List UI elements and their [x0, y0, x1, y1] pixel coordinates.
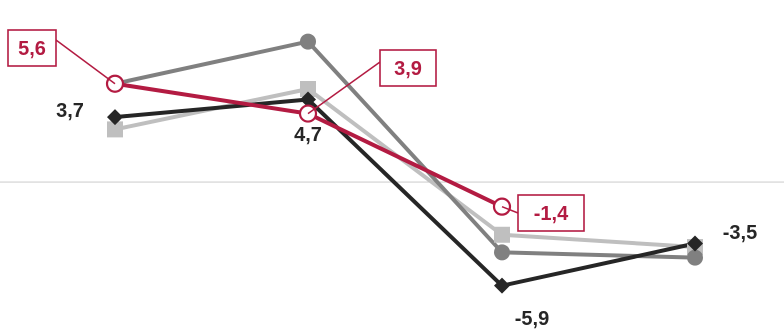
series-line-black	[113, 97, 697, 288]
series-line-dark-gray	[113, 39, 697, 260]
callout-box-red-2	[517, 194, 585, 232]
data-label-black-0: 3,7	[56, 100, 84, 122]
callout-box-red-1	[379, 49, 437, 87]
point-light-gray-1	[300, 81, 316, 97]
point-dark-gray-3	[687, 249, 703, 266]
series-line-light-gray	[113, 87, 697, 249]
data-label-black-1: 4,7	[294, 124, 322, 146]
callout-box-red-0	[7, 29, 57, 67]
point-light-gray-2	[494, 226, 510, 243]
data-label-red-2: -1,4	[534, 203, 569, 225]
data-label-red-0: 5,6	[18, 38, 46, 60]
point-black-2	[494, 277, 510, 294]
data-label-black-2: -5,9	[515, 308, 549, 330]
point-dark-gray-1	[300, 33, 316, 50]
callout-leader-red-1	[307, 61, 381, 115]
point-black-3	[687, 235, 703, 252]
point-black-0	[107, 109, 123, 126]
data-label-black-3: -3,5	[723, 222, 757, 244]
callout-leader-red-0	[55, 39, 116, 85]
point-light-gray-0	[107, 121, 123, 138]
point-dark-gray-2	[494, 244, 510, 261]
point-black-1	[300, 91, 316, 108]
data-label-red-1: 3,9	[394, 58, 422, 80]
callout-leader-red-2	[501, 205, 519, 214]
